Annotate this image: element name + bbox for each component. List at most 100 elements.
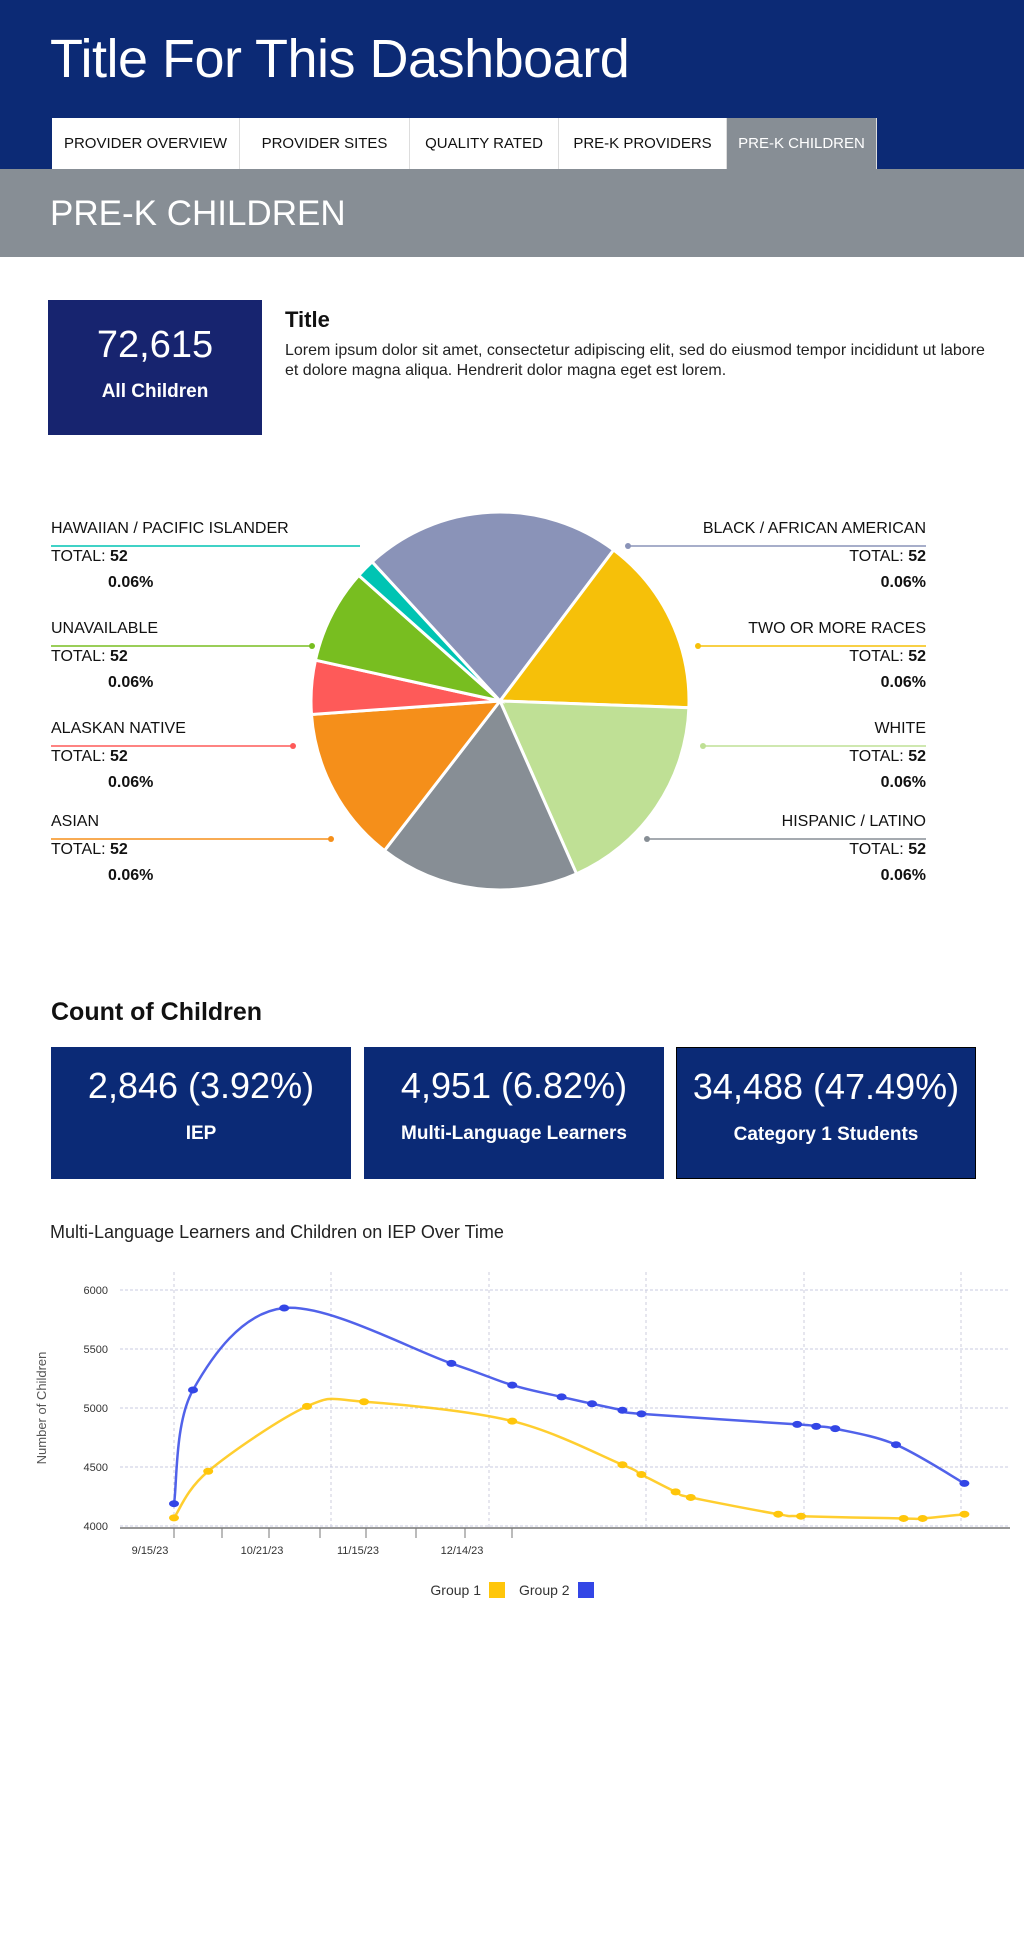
- iep-label: IEP: [185, 1123, 217, 1144]
- data-point[interactable]: [959, 1510, 970, 1518]
- data-point[interactable]: [556, 1393, 567, 1401]
- intro-title: Title: [285, 307, 330, 332]
- legend-total: TOTAL: 52: [849, 548, 926, 565]
- pie-legend-item: ALASKAN NATIVE TOTAL: 52 0.06%: [51, 720, 441, 792]
- data-point[interactable]: [587, 1400, 597, 1408]
- pie-slice[interactable]: [309, 699, 504, 853]
- y-axis-label: Number of Children: [34, 1352, 49, 1465]
- pie-legend-item: ASIAN TOTAL: 52 0.06%: [51, 813, 441, 885]
- category1-card: 34,488 (47.49%) Category 1 Students: [676, 1047, 976, 1179]
- y-tick-label: 4000: [84, 1521, 108, 1533]
- pie-slice[interactable]: [313, 573, 506, 704]
- section-banner: [0, 169, 1024, 257]
- legend-group-2[interactable]: Group 2: [519, 1582, 594, 1598]
- tab-provider-sites[interactable]: PROVIDER SITES: [240, 118, 410, 169]
- data-point[interactable]: [636, 1410, 647, 1418]
- legend-name: UNAVAILABLE: [51, 620, 159, 637]
- legend-percent: 0.06%: [108, 574, 154, 591]
- legend-total: TOTAL: 52: [51, 841, 128, 858]
- data-point[interactable]: [898, 1514, 909, 1522]
- pie-slice[interactable]: [382, 698, 579, 892]
- iep-value: 2,846 (3.92%): [87, 1065, 315, 1106]
- data-point[interactable]: [302, 1402, 312, 1410]
- data-point[interactable]: [617, 1461, 628, 1469]
- legend-percent: 0.06%: [108, 774, 154, 791]
- iep-card: 2,846 (3.92%) IEP: [51, 1047, 351, 1179]
- pie-slice[interactable]: [497, 547, 691, 710]
- legend-percent: 0.06%: [880, 867, 926, 884]
- legend-total: TOTAL: 52: [51, 648, 128, 665]
- tab-pre-k-providers[interactable]: PRE-K PROVIDERS: [559, 118, 727, 169]
- data-point[interactable]: [446, 1359, 457, 1367]
- legend-total: TOTAL: 52: [849, 841, 926, 858]
- leader-dot: [700, 743, 706, 749]
- data-point[interactable]: [830, 1425, 841, 1433]
- leader-dot: [328, 836, 334, 842]
- leader-dot: [309, 643, 315, 649]
- line-legend: Group 1 Group 2: [0, 1582, 1024, 1598]
- mll-card: 4,951 (6.82%) Multi-Language Learners: [364, 1047, 664, 1179]
- x-tick-label: 9/15/23: [132, 1545, 169, 1557]
- data-point[interactable]: [188, 1386, 198, 1394]
- section-title: PRE-K CHILDREN: [50, 194, 346, 233]
- pie-legend-item: TWO OR MORE RACES TOTAL: 52 0.06%: [536, 620, 926, 692]
- data-point[interactable]: [507, 1417, 518, 1425]
- data-point[interactable]: [169, 1500, 179, 1508]
- dashboard-title: Title For This Dashboard: [50, 29, 630, 89]
- legend-name: ALASKAN NATIVE: [51, 720, 186, 737]
- leader-dot: [695, 643, 701, 649]
- all-children-value: 72,615: [96, 324, 214, 366]
- mll-value: 4,951 (6.82%): [400, 1065, 628, 1106]
- legend-percent: 0.06%: [108, 867, 154, 884]
- legend-name: ASIAN: [51, 813, 100, 830]
- data-point[interactable]: [279, 1304, 290, 1312]
- data-point[interactable]: [169, 1514, 179, 1522]
- data-point[interactable]: [891, 1441, 901, 1449]
- legend-group-1[interactable]: Group 1: [430, 1582, 505, 1598]
- data-point[interactable]: [792, 1420, 803, 1428]
- pie-slice[interactable]: [369, 510, 616, 704]
- race-pie-chart: [51, 510, 926, 892]
- tab-quality-rated[interactable]: QUALITY RATED: [410, 118, 559, 169]
- pie-legend-item: WHITE TOTAL: 52 0.06%: [536, 720, 926, 792]
- x-tick-label: 11/15/23: [337, 1545, 379, 1557]
- line-chart: 4000 4500 5000 5500 6000 9/15/23 10/21/23 11/15…: [34, 1272, 1010, 1557]
- data-point[interactable]: [811, 1422, 822, 1430]
- data-point[interactable]: [917, 1514, 928, 1522]
- pie-legend-item: HAWAIIAN / PACIFIC ISLANDER TOTAL: 52 0.…: [51, 520, 441, 592]
- line-chart-title: Multi-Language Learners and Children on …: [50, 1222, 504, 1242]
- series-line: [172, 1306, 966, 1504]
- legend-percent: 0.06%: [880, 674, 926, 691]
- leader-dot: [644, 836, 650, 842]
- pie-legend-item: HISPANIC / LATINO TOTAL: 52 0.06%: [536, 813, 926, 885]
- data-point[interactable]: [636, 1471, 647, 1479]
- leader-dot: [625, 543, 631, 549]
- data-point[interactable]: [685, 1493, 696, 1501]
- legend-percent: 0.06%: [880, 574, 926, 591]
- x-tick-label: 12/14/23: [441, 1545, 484, 1557]
- pie-slice[interactable]: [356, 559, 502, 703]
- legend-name: HAWAIIAN / PACIFIC ISLANDER: [51, 520, 289, 537]
- intro-text: Lorem ipsum dolor sit amet, consectetur …: [285, 342, 985, 379]
- legend-percent: 0.06%: [880, 774, 926, 791]
- data-point[interactable]: [796, 1512, 806, 1520]
- pie-slice[interactable]: [497, 699, 691, 876]
- data-point[interactable]: [959, 1479, 970, 1487]
- tab-pre-k-children[interactable]: PRE-K CHILDREN: [727, 118, 877, 169]
- tab-provider-overview[interactable]: PROVIDER OVERVIEW: [52, 118, 240, 169]
- data-point[interactable]: [359, 1398, 369, 1406]
- all-children-card: 72,615 All Children: [48, 300, 262, 435]
- data-point[interactable]: [617, 1406, 628, 1414]
- legend-total: TOTAL: 52: [51, 748, 128, 765]
- all-children-label: All Children: [101, 381, 209, 402]
- category1-label: Category 1 Students: [733, 1124, 919, 1145]
- data-point[interactable]: [507, 1381, 518, 1389]
- data-point[interactable]: [773, 1510, 784, 1518]
- data-point[interactable]: [203, 1467, 214, 1475]
- legend-name: BLACK / AFRICAN AMERICAN: [702, 520, 926, 537]
- legend-total: TOTAL: 52: [849, 748, 926, 765]
- data-point[interactable]: [670, 1488, 681, 1496]
- y-tick-label: 5500: [84, 1344, 108, 1356]
- legend-swatch-group-1: [489, 1582, 505, 1598]
- legend-name: HISPANIC / LATINO: [781, 813, 926, 830]
